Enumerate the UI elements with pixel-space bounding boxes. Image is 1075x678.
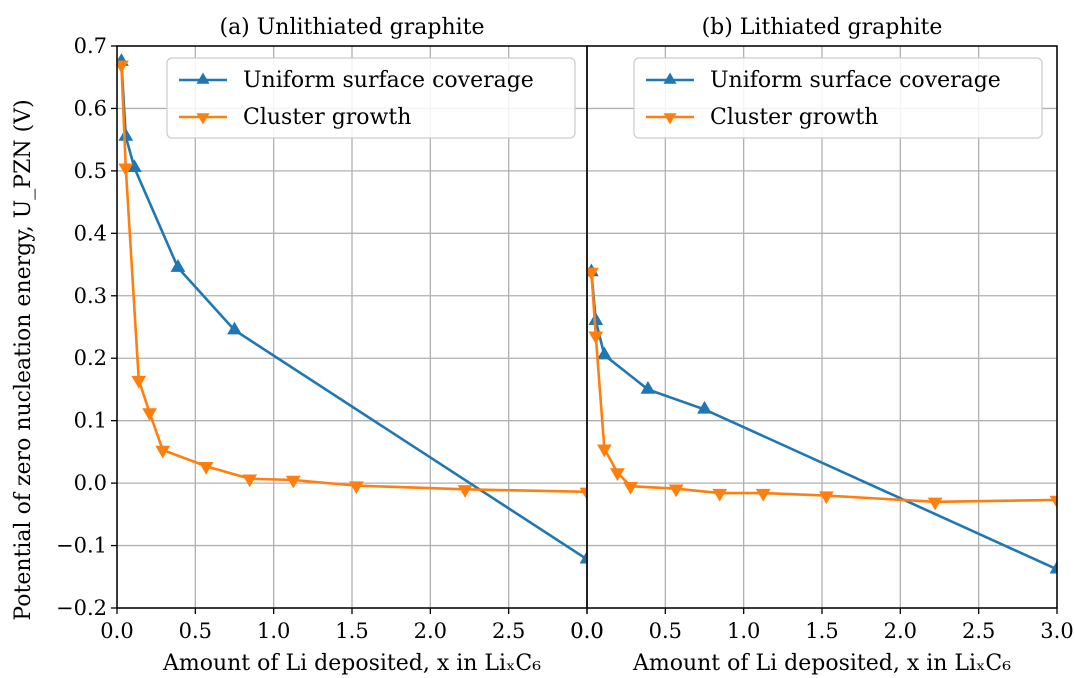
- data-point: [348, 481, 364, 495]
- y-axis-label: Potential of zero nucleation energy, U_P…: [11, 99, 36, 620]
- data-point: [155, 445, 171, 459]
- x-tick-label: 0.0: [570, 619, 603, 643]
- panel-unlithiated: 0.0 0.5 1.0 1.5 2.0 2.5 0.0−0.2−0.10.00.10.20.…: [56, 15, 604, 676]
- data-point: [170, 259, 186, 272]
- series-group: [117, 53, 587, 564]
- x-tick-label: 3.0: [1040, 619, 1073, 643]
- data-point: [668, 484, 684, 498]
- data-point: [610, 468, 625, 481]
- x-tick-label: 0.0: [100, 619, 133, 643]
- x-tick-label: 1.0: [727, 619, 760, 643]
- x-tick-label: 0.0: [570, 619, 603, 643]
- data-point: [198, 462, 214, 475]
- data-point: [118, 163, 134, 177]
- y-tick-label: −0.1: [56, 534, 107, 558]
- series-line-cluster: [590, 271, 1057, 504]
- legend-entry: Cluster growth: [710, 105, 878, 130]
- data-point: [587, 267, 599, 281]
- y-tick-label: 0.0: [74, 471, 107, 495]
- data-point: [285, 475, 301, 489]
- legend-swatch-marker: [196, 113, 210, 125]
- y-tick-label: 0.1: [74, 409, 107, 433]
- data-point: [640, 380, 656, 394]
- x-tick-label: 2.0: [414, 619, 447, 643]
- data-point: [579, 550, 587, 564]
- data-point: [927, 497, 943, 511]
- y-tick-label: −0.2: [56, 596, 107, 620]
- x-tick-label: 0.5: [649, 619, 682, 643]
- legend-box: [633, 57, 1043, 139]
- legend-swatch-marker: [196, 72, 210, 84]
- x-tick-label: 0.5: [179, 619, 212, 643]
- data-point: [697, 400, 712, 414]
- data-point: [117, 60, 129, 74]
- series-group: [587, 263, 1057, 574]
- legend-entry: Uniform surface coverage: [243, 68, 534, 93]
- data-point: [588, 331, 604, 345]
- data-point: [712, 488, 728, 502]
- data-point: [1049, 560, 1057, 574]
- data-point: [242, 474, 258, 488]
- legend-entry: Cluster growth: [243, 105, 411, 130]
- x-tick-label: 1.5: [335, 619, 368, 643]
- y-tick-label: 0.4: [74, 221, 107, 245]
- plot-frame: [586, 45, 1058, 609]
- x-tick-label: 1.5: [805, 619, 838, 643]
- data-point: [596, 444, 612, 458]
- legend-entry: Uniform surface coverage: [710, 68, 1001, 93]
- data-point: [755, 488, 771, 502]
- legend-swatch-marker: [663, 113, 677, 125]
- x-axis-label: Amount of Li deposited, x in LiₓC₆: [162, 651, 541, 676]
- data-point: [142, 408, 157, 422]
- y-tick-label: 0.3: [74, 284, 107, 308]
- x-tick-label: 2.0: [884, 619, 917, 643]
- panel-title: (a) Unlithiated graphite: [219, 15, 484, 40]
- x-tick-label: 2.5: [962, 619, 995, 643]
- legend-box: [166, 57, 576, 139]
- y-tick-label: 0.6: [74, 96, 107, 120]
- y-tick-label: 0.2: [74, 346, 107, 370]
- x-tick-label: 2.5: [492, 619, 525, 643]
- data-point: [579, 487, 587, 501]
- data-point: [596, 346, 612, 360]
- data-point: [623, 481, 638, 495]
- panel-lithiated: 0.0 0.5 1.0 1.5 2.0 2.5 3.0 (b) Lithiated graph…: [570, 15, 1073, 676]
- panel-title: (b) Lithiated graphite: [702, 15, 943, 40]
- y-tick-label: 0.5: [74, 159, 107, 183]
- data-point: [1049, 495, 1057, 509]
- legend-swatch-marker: [663, 72, 677, 84]
- y-tick-label: 0.7: [74, 34, 107, 58]
- x-axis-label: Amount of Li deposited, x in LiₓC₆: [632, 651, 1011, 676]
- x-tick-label: 1.0: [257, 619, 290, 643]
- data-point: [818, 491, 834, 505]
- data-point: [131, 375, 147, 389]
- data-point: [227, 321, 242, 335]
- data-point: [457, 485, 473, 498]
